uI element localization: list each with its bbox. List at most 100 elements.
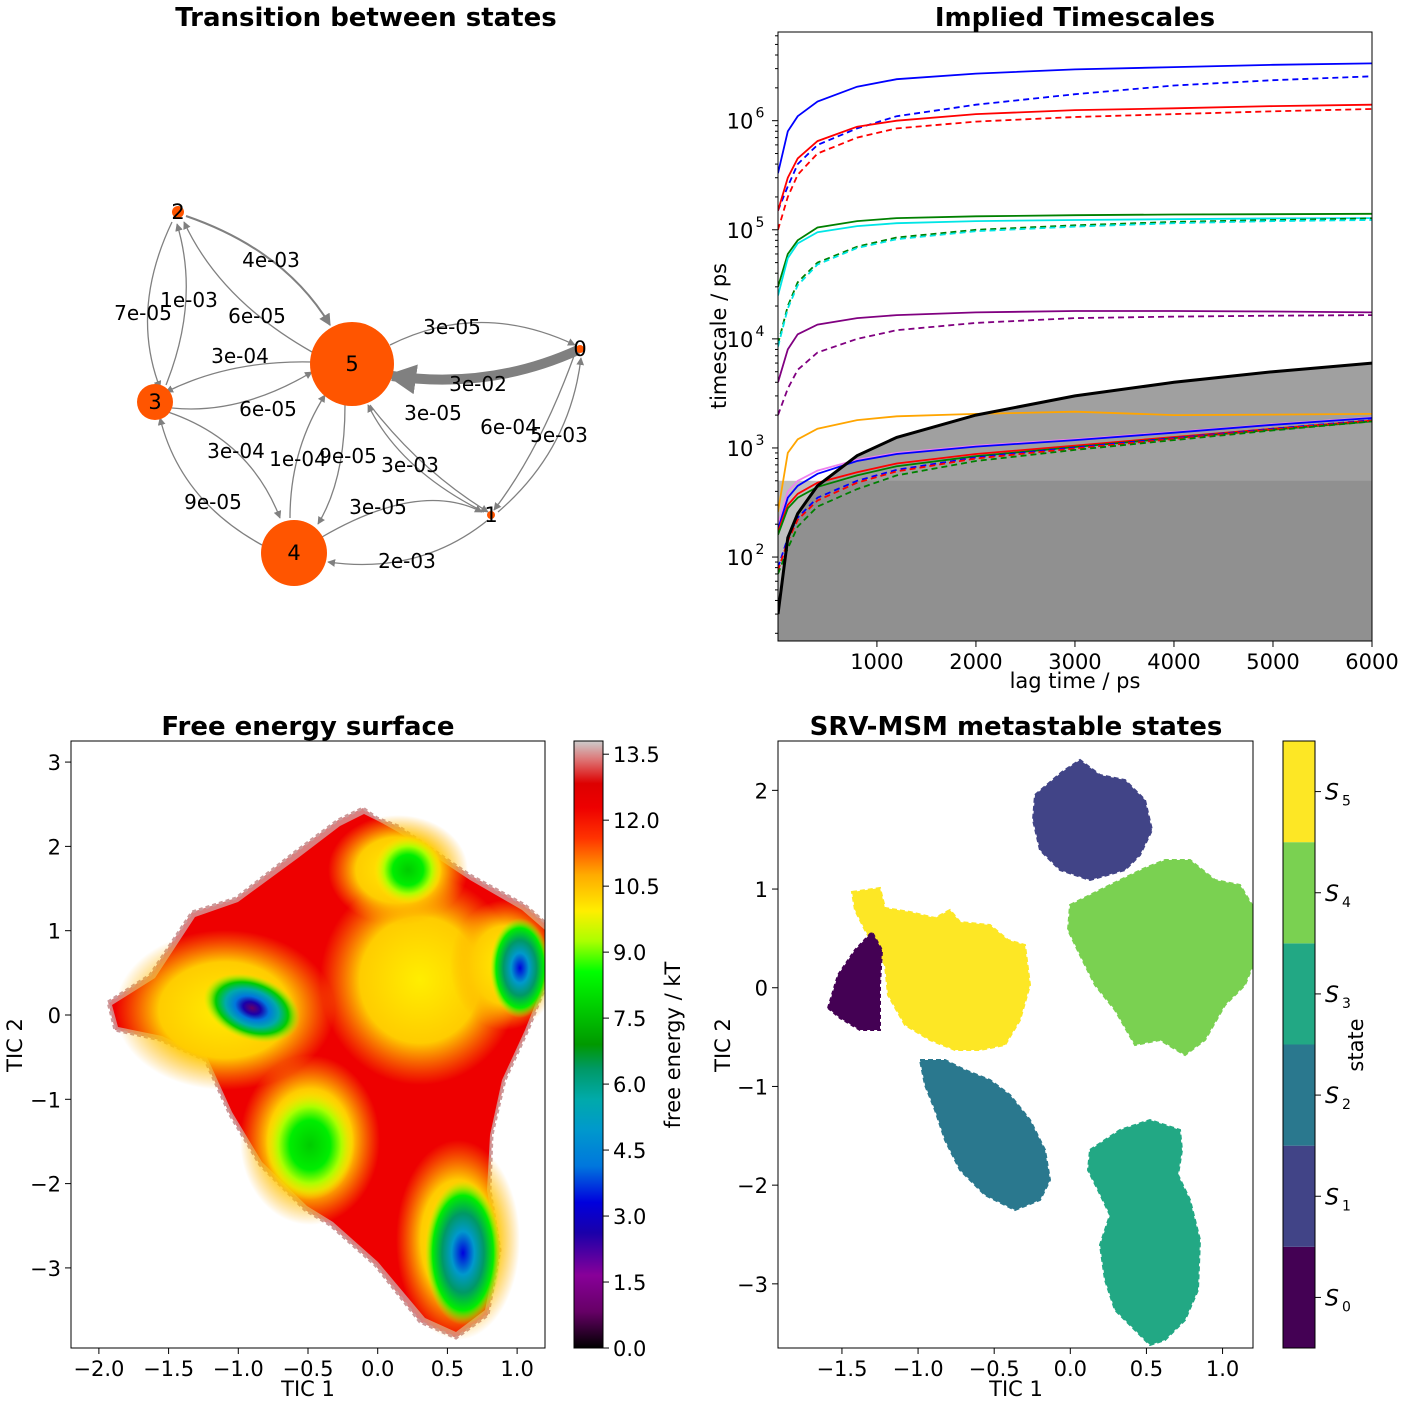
x-tick-label: −1.0 bbox=[213, 1357, 264, 1381]
x-tick-label: −1.5 bbox=[143, 1357, 194, 1381]
free-energy-xlabel: TIC 1 bbox=[280, 1377, 335, 1401]
metastable-title: SRV-MSM metastable states bbox=[810, 712, 1223, 742]
free-energy-ylabel: TIC 2 bbox=[3, 1018, 27, 1073]
node-5 bbox=[310, 322, 394, 406]
colorbar-state-3 bbox=[1283, 943, 1315, 1045]
x-tick-label: 1.0 bbox=[500, 1357, 533, 1381]
network-panel: Transition between states bbox=[114, 3, 588, 586]
edge-3-4 bbox=[167, 411, 282, 519]
metastable-map bbox=[826, 758, 1253, 1347]
y-tick-exponent: 2 bbox=[756, 542, 765, 558]
node-2 bbox=[172, 206, 184, 218]
x-tick-label: 1.0 bbox=[1206, 1357, 1239, 1381]
x-tick-label: −0.5 bbox=[969, 1357, 1020, 1381]
fes-well-left bbox=[203, 973, 301, 1043]
colorbar-tick-subscript: 1 bbox=[1342, 1198, 1351, 1214]
colorbar-tick-subscript: 3 bbox=[1342, 996, 1351, 1012]
colorbar-tick-label: S bbox=[1325, 882, 1339, 907]
edge-4-3 bbox=[157, 417, 263, 546]
edge-label: 3e-05 bbox=[404, 401, 462, 425]
free-energy-xticks: −2.0 −1.5 −1.0 −0.5 0.0 0.5 1.0 bbox=[73, 1348, 534, 1381]
y-tick-exponent: 5 bbox=[756, 215, 765, 231]
y-tick-label: 2 bbox=[755, 779, 768, 803]
y-tick-label: 10 bbox=[727, 546, 754, 570]
colorbar-tick-label: 10.5 bbox=[613, 875, 660, 899]
colorbar-state-5 bbox=[1283, 741, 1315, 843]
y-tick-label: −2 bbox=[30, 1173, 61, 1197]
edge-label: 3e-04 bbox=[207, 439, 265, 463]
edge-3-5 bbox=[171, 371, 313, 410]
timescale-series-17 bbox=[778, 420, 1372, 575]
edge-1-4 bbox=[327, 519, 489, 567]
timescale-series-8 bbox=[778, 310, 1372, 383]
y-tick-label: 1 bbox=[48, 920, 61, 944]
x-tick-label: 3000 bbox=[1048, 650, 1101, 674]
fes-well-top bbox=[374, 836, 442, 904]
timescale-series-1 bbox=[778, 75, 1372, 211]
timescales-series bbox=[778, 62, 1372, 575]
node-label-4: 4 bbox=[287, 541, 300, 565]
colorbar-tick-label: 7.5 bbox=[613, 1007, 646, 1031]
timescale-series-7 bbox=[778, 219, 1372, 347]
colorbar-tick-subscript: 4 bbox=[1342, 895, 1351, 911]
colorbar-tick-subscript: 2 bbox=[1342, 1097, 1351, 1113]
edge-5-3 bbox=[165, 361, 313, 393]
y-tick-label: −3 bbox=[737, 1273, 768, 1297]
colorbar-tick-label: S bbox=[1325, 983, 1339, 1008]
node-label-0: 0 bbox=[573, 337, 586, 361]
colorbar-tick-label: 13.5 bbox=[613, 743, 660, 767]
x-tick-label: 0.5 bbox=[431, 1357, 464, 1381]
timescale-series-3 bbox=[778, 108, 1372, 231]
y-tick-label: −2 bbox=[737, 1174, 768, 1198]
free-energy-title: Free energy surface bbox=[161, 712, 454, 742]
node-label-1: 1 bbox=[484, 503, 497, 527]
timescales-lag-line bbox=[778, 361, 1372, 615]
edge-0-1 bbox=[493, 355, 575, 511]
y-tick-label: −1 bbox=[737, 1075, 768, 1099]
x-tick-label: −2.0 bbox=[73, 1357, 124, 1381]
timescale-series-9 bbox=[778, 314, 1372, 416]
colorbar-tick-label: 6.0 bbox=[613, 1073, 646, 1097]
colorbar-tick-label: 3.0 bbox=[613, 1205, 646, 1229]
state-s1-region bbox=[1031, 758, 1154, 882]
free-energy-panel: Free energy surface −2.0 −1.5 −1.0 −0.5 0.0 0… bbox=[3, 712, 685, 1401]
metastable-colorbar-ticks: S 5S 4S 3S 2S 1S 0 bbox=[1315, 781, 1351, 1315]
free-energy-colorbar-label: free energy / kT bbox=[661, 961, 685, 1128]
timescale-series-10 bbox=[778, 410, 1372, 512]
edge-label: 3e-02 bbox=[449, 372, 507, 396]
edge-1-5 bbox=[367, 404, 485, 513]
edge-4-5 bbox=[289, 394, 326, 519]
node-label-3: 3 bbox=[148, 390, 161, 414]
x-tick-label: 0.5 bbox=[1130, 1357, 1163, 1381]
x-tick-label: −1.5 bbox=[816, 1357, 867, 1381]
edge-4-1 bbox=[321, 499, 483, 538]
x-tick-label: 4000 bbox=[1147, 650, 1200, 674]
fes-well-right bbox=[490, 918, 545, 1018]
node-4 bbox=[261, 520, 327, 586]
edge-label: 4e-03 bbox=[242, 248, 300, 272]
y-tick-exponent: 3 bbox=[756, 433, 765, 449]
y-tick-exponent: 6 bbox=[756, 106, 765, 122]
colorbar-tick-label: 4.5 bbox=[613, 1139, 646, 1163]
state-s3-region bbox=[1086, 1118, 1202, 1347]
colorbar-tick-label: 12.0 bbox=[613, 809, 660, 833]
fes-well-bottom bbox=[425, 1181, 501, 1325]
node-1 bbox=[487, 511, 495, 519]
timescale-series-2 bbox=[778, 103, 1372, 211]
metastable-colorbar-label: state bbox=[1344, 1018, 1368, 1071]
y-tick-label: −1 bbox=[30, 1088, 61, 1112]
edge-5-0-top bbox=[389, 321, 576, 346]
colorbar-state-1 bbox=[1283, 1145, 1315, 1247]
colorbar-tick-subscript: 5 bbox=[1342, 794, 1351, 810]
node-3 bbox=[137, 384, 173, 420]
network-title: Transition between states bbox=[175, 3, 556, 33]
fes-well-lower-left bbox=[265, 1090, 355, 1200]
timescales-shade-band bbox=[778, 480, 1372, 641]
edge-3-2 bbox=[165, 223, 187, 386]
metastable-colorbar bbox=[1282, 740, 1316, 1349]
x-tick-label: 0.0 bbox=[361, 1357, 394, 1381]
timescales-title: Implied Timescales bbox=[935, 3, 1215, 33]
metastable-ylabel: TIC 2 bbox=[711, 1018, 735, 1073]
